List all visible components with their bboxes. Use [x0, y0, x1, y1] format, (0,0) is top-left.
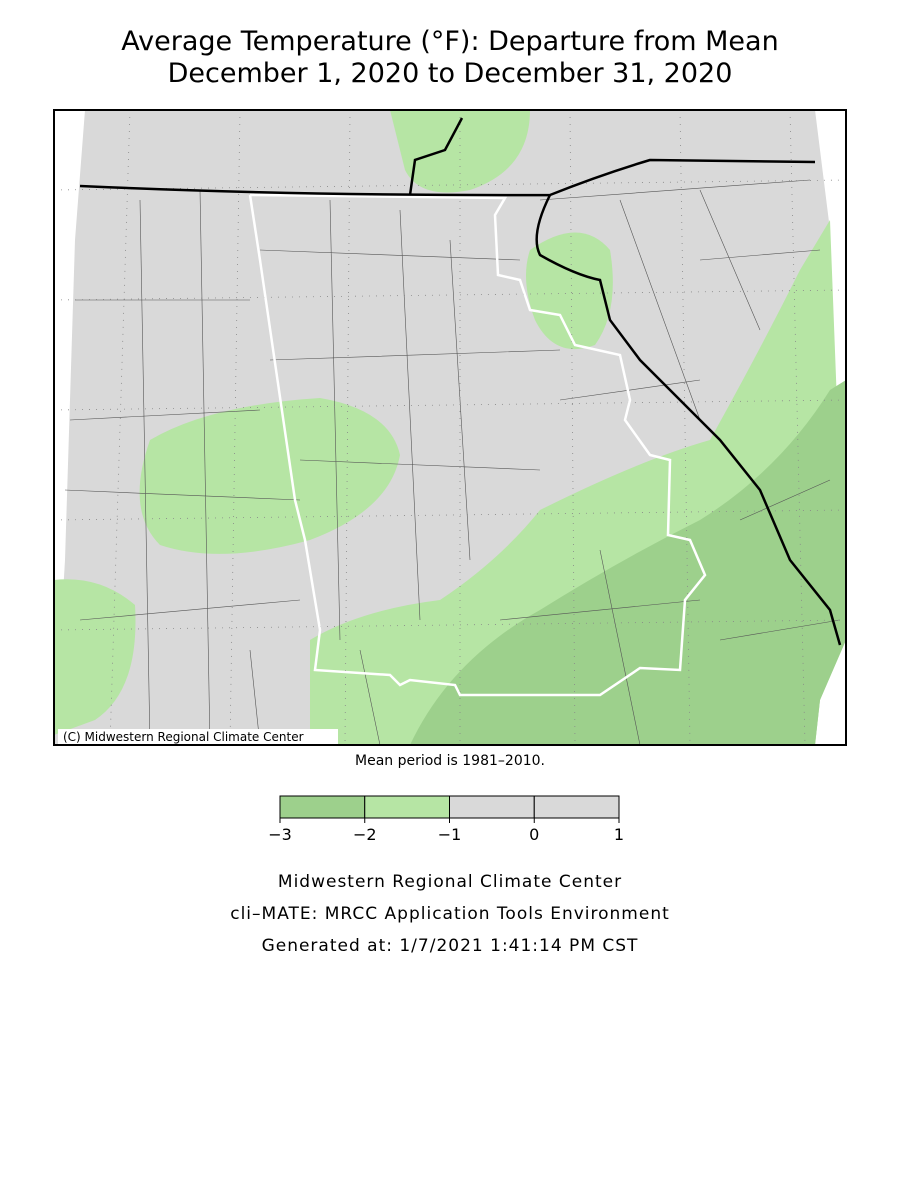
legend-bin — [279, 795, 366, 819]
legend-bin — [533, 795, 620, 819]
map-frame — [53, 109, 847, 746]
footer-line: Generated at: 1/7/2021 1:41:14 PM CST — [262, 936, 639, 956]
county-lines — [64, 179, 841, 745]
anomaly-area — [390, 110, 530, 193]
legend-tick-label: −1 — [438, 825, 462, 844]
anomaly-area — [54, 579, 136, 735]
footer-line: cli–MATE: MRCC Application Tools Environ… — [230, 904, 670, 924]
legend: −3 −2 −1 0 1 — [268, 795, 624, 844]
title-line-1: Average Temperature (°F): Departure from… — [121, 26, 778, 57]
state-borders — [248, 193, 707, 697]
anomaly-area — [526, 232, 613, 350]
footer-line: Midwestern Regional Climate Center — [278, 872, 622, 892]
copyright: (C) Midwestern Regional Climate Center — [63, 730, 304, 744]
title-line-2: December 1, 2020 to December 31, 2020 — [168, 58, 733, 89]
copyright-box — [58, 729, 338, 744]
map: (C) Midwestern Regional Climate Center — [53, 109, 847, 746]
legend-tick-label: −2 — [353, 825, 377, 844]
legend-bin — [449, 795, 535, 819]
national-borders — [79, 117, 842, 646]
legend-bin — [364, 795, 450, 819]
legend-tick-label: 1 — [614, 825, 624, 844]
legend-tick-label: 0 — [529, 825, 539, 844]
note: Mean period is 1981–2010. — [355, 753, 545, 769]
anomaly-area — [410, 380, 846, 745]
legend-tick-label: −3 — [268, 825, 292, 844]
